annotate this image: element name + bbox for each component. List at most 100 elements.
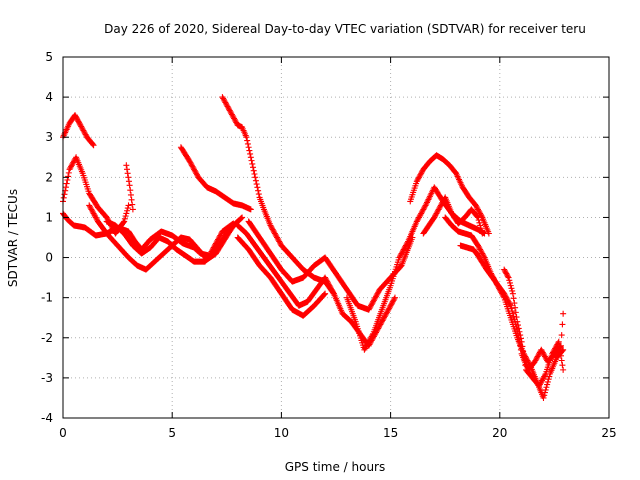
data-point	[516, 328, 523, 335]
data-point	[124, 170, 131, 177]
data-point	[510, 295, 517, 302]
data-point	[477, 225, 484, 232]
data-point	[474, 214, 481, 221]
data-point	[521, 357, 528, 364]
data-point	[60, 194, 67, 201]
series-track-13	[407, 152, 492, 237]
data-point	[123, 166, 130, 173]
data-point	[558, 357, 565, 364]
data-point	[244, 140, 251, 147]
x-tick-label: 5	[168, 426, 176, 440]
data-point	[508, 285, 515, 292]
series-track-12	[343, 184, 488, 353]
y-tick-label: 0	[45, 251, 53, 265]
data-point	[510, 313, 517, 320]
data-point	[247, 150, 254, 157]
data-point	[504, 273, 511, 280]
data-point	[509, 308, 516, 315]
y-tick-label: 4	[45, 90, 53, 104]
series-track-1	[60, 112, 97, 149]
data-point	[545, 376, 552, 383]
data-point	[125, 202, 132, 209]
data-point	[511, 300, 518, 307]
data-point	[520, 348, 527, 355]
data-point	[251, 170, 258, 177]
data-point	[128, 196, 135, 203]
x-tick-label: 25	[601, 426, 616, 440]
data-point	[126, 182, 133, 189]
data-point	[125, 178, 132, 185]
data-point	[543, 384, 550, 391]
data-point	[476, 219, 483, 226]
data-point	[252, 174, 259, 181]
data-point	[248, 157, 255, 164]
data-point	[512, 309, 519, 316]
data-point	[518, 338, 525, 345]
data-point	[560, 346, 567, 353]
data-point	[255, 191, 262, 198]
series-track-17	[501, 266, 567, 389]
data-point	[514, 318, 521, 325]
data-point	[541, 389, 548, 396]
data-point	[513, 314, 520, 321]
series-track-5	[103, 218, 241, 265]
data-point	[506, 301, 513, 308]
data-point	[121, 218, 128, 225]
data-point	[89, 141, 96, 148]
data-point	[391, 294, 398, 301]
data-point	[507, 282, 514, 289]
data-point	[557, 348, 564, 355]
axis-ticks: 0 5 10 15 20 25 -4 -3 -2 -1 0 1 2 3 4 5	[41, 50, 617, 440]
data-point	[247, 206, 254, 213]
data-point	[557, 352, 564, 359]
data-point	[238, 215, 245, 222]
data-point	[123, 210, 130, 217]
data-point	[558, 332, 565, 339]
data-point	[541, 372, 548, 379]
series-track-14	[420, 194, 486, 237]
data-point	[541, 392, 548, 399]
data-point	[247, 154, 254, 161]
data-point	[506, 279, 513, 286]
x-tick-label: 0	[59, 426, 67, 440]
y-tick-label: 2	[45, 170, 53, 184]
data-point	[555, 338, 562, 345]
data-point	[124, 207, 131, 214]
data-point	[125, 174, 132, 181]
y-tick-label: 5	[45, 50, 53, 64]
data-point	[509, 290, 516, 297]
chart-title: Day 226 of 2020, Sidereal Day-to-day VTE…	[104, 22, 586, 36]
data-point	[479, 230, 486, 237]
data-point	[509, 287, 516, 294]
y-tick-label: -3	[41, 371, 53, 385]
data-point	[233, 219, 240, 226]
data-point	[250, 164, 257, 171]
data-point	[520, 352, 527, 359]
x-tick-label: 15	[383, 426, 398, 440]
data-point	[239, 214, 246, 221]
series-track-16	[457, 242, 567, 373]
data-point	[65, 169, 72, 176]
y-tick-label: -1	[41, 291, 53, 305]
data-point	[480, 253, 487, 260]
data-point	[512, 304, 519, 311]
data-point	[404, 239, 411, 246]
data-point	[515, 322, 521, 329]
y-tick-label: -4	[41, 411, 53, 425]
data-point	[245, 144, 252, 151]
data-point	[522, 362, 529, 369]
data-point	[508, 305, 515, 312]
data-point	[322, 290, 329, 297]
x-tick-label: 20	[492, 426, 507, 440]
data-point	[243, 134, 250, 141]
data-point	[559, 321, 566, 328]
data-point	[474, 213, 481, 220]
data-point	[129, 206, 136, 213]
data-point	[64, 177, 71, 184]
data-point	[519, 343, 526, 350]
data-point	[62, 184, 69, 191]
data-point	[544, 381, 551, 388]
data-point	[244, 137, 251, 144]
y-tick-label: -2	[41, 331, 53, 345]
data-point	[544, 378, 551, 385]
